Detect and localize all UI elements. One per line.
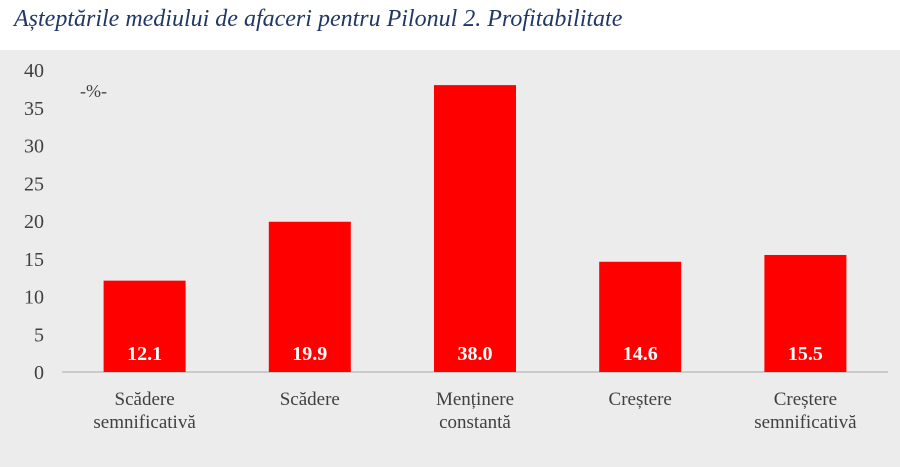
- data-label: 12.1: [127, 343, 162, 365]
- data-label: 38.0: [458, 343, 493, 365]
- bar: [268, 221, 351, 372]
- y-tick-label: 35: [24, 98, 44, 120]
- chart-title: Așteptările mediului de afaceri pentru P…: [14, 6, 623, 32]
- bar: [599, 261, 682, 372]
- bar: [434, 85, 516, 372]
- bars: 12.1 19.9 38.0 14.6 15.5: [103, 85, 847, 372]
- unit-label: -%-: [80, 81, 107, 101]
- x-tick-label: Menținere constantă: [436, 389, 514, 433]
- y-tick-label: 15: [24, 249, 44, 271]
- y-tick-label: 40: [24, 60, 44, 82]
- x-axis: Scădere semnificativă Scădere Menținere cons…: [93, 389, 857, 433]
- x-tick-label: Scădere semnificativă: [93, 389, 196, 433]
- y-tick-label: 25: [24, 173, 44, 195]
- y-tick-label: 0: [34, 362, 44, 384]
- bar: [764, 254, 847, 372]
- bar: [103, 280, 186, 372]
- data-label: 14.6: [623, 343, 658, 365]
- data-label: 15.5: [788, 343, 823, 365]
- y-tick-label: 5: [34, 324, 44, 346]
- y-tick-label: 20: [24, 211, 44, 233]
- y-tick-label: 10: [24, 287, 44, 309]
- y-axis: 0 5 10 15 20 25 30 35 40: [24, 60, 44, 384]
- x-tick-label: Creștere: [609, 389, 672, 410]
- data-label: 19.9: [292, 343, 327, 365]
- y-tick-label: 30: [24, 136, 44, 158]
- x-tick-label: Scădere: [280, 389, 340, 410]
- x-tick-label: Creștere semnificativă: [754, 389, 857, 433]
